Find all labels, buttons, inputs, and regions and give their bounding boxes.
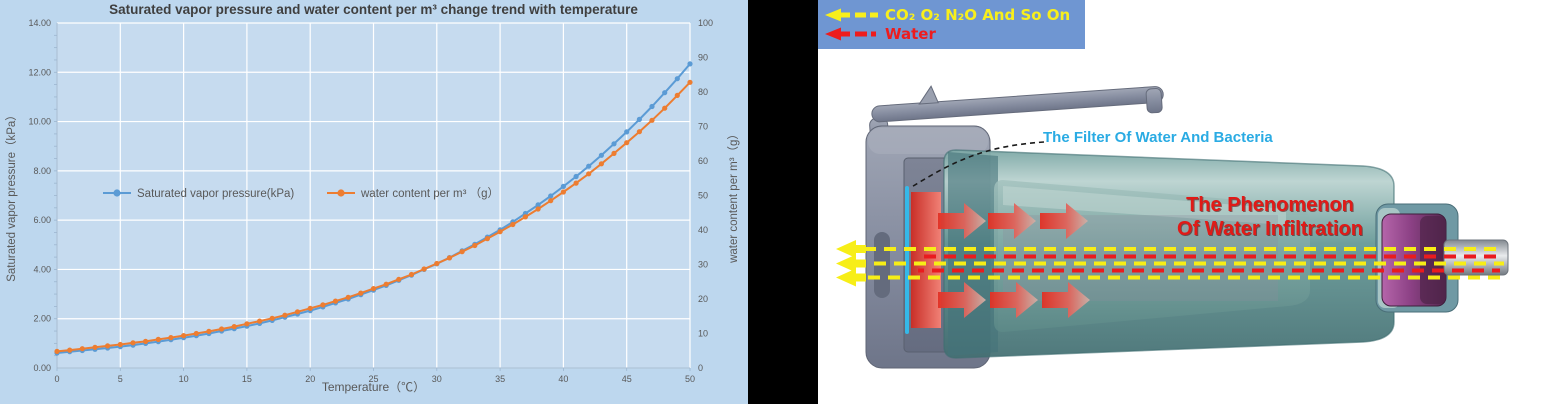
x-axis-tick: 45	[622, 374, 632, 384]
left-axis-tick: 14.00	[28, 18, 51, 28]
axes	[54, 23, 691, 371]
x-axis-tick: 25	[368, 374, 378, 384]
chart-legend-label: water content per m³ （g）	[360, 187, 499, 200]
chart-legend: Saturated vapor pressure(kPa) water conte…	[103, 187, 499, 200]
right-axis-tick: 80	[698, 87, 708, 97]
x-axis-tick: 20	[305, 374, 315, 384]
x-axis-tick: 40	[558, 374, 568, 384]
filter-label: The Filter Of Water And Bacteria	[1043, 129, 1273, 146]
water-infiltration-arrows	[938, 203, 1090, 318]
gridlines	[56, 22, 691, 369]
right-axis-tick: 100	[698, 18, 713, 28]
gas-outflow-arrowheads	[836, 240, 866, 287]
x-axis-title: Temperature（℃）	[322, 380, 425, 394]
inlet-red-zone	[911, 192, 941, 328]
phenomenon-label: The Phenomenon Of Water Infiltration	[1170, 194, 1370, 241]
device-teal-body	[943, 149, 1395, 359]
right-axis-tick: 50	[698, 191, 708, 201]
gas-dashed-arrow-icon	[825, 8, 878, 22]
water-dashed-arrow-icon	[825, 27, 876, 41]
legend-row-water: Water	[824, 25, 1079, 43]
left-axis-tick: 2.00	[33, 314, 51, 324]
x-axis-tick: 5	[118, 374, 123, 384]
vapor-chart: 0.00 2.00 4.00 6.00 8.00 10.00 12.00 14.00 0 10 20…	[5, 2, 740, 394]
right-axis-tick: 70	[698, 122, 708, 132]
x-axis-tick: 10	[179, 374, 189, 384]
right-axis-tick: 40	[698, 225, 708, 235]
chart-legend-label: Saturated vapor pressure(kPa)	[137, 188, 294, 200]
left-axis-tick: 6.00	[33, 215, 51, 225]
right-axis-tick: 10	[698, 329, 708, 339]
filter-label-leader	[909, 141, 1045, 189]
filter-diagram-panel: CO₂ O₂ N₂O And So On Water The Filter Of…	[818, 0, 1568, 404]
legend-row-gas: CO₂ O₂ N₂O And So On	[824, 6, 1079, 24]
axis-tick-labels: 0.00 2.00 4.00 6.00 8.00 10.00 12.00 14.00 0 10 20…	[28, 18, 713, 384]
right-axis-tick: 30	[698, 260, 708, 270]
x-axis-tick: 50	[685, 374, 695, 384]
left-axis-tick: 12.00	[28, 67, 51, 77]
vapor-chart-panel: 0.00 2.00 4.00 6.00 8.00 10.00 12.00 14.00 0 10 20…	[0, 0, 748, 404]
flow-dashed-lines	[836, 240, 1504, 287]
filter-membrane	[905, 186, 909, 334]
teal-collar	[948, 152, 998, 356]
left-axis-tick: 10.00	[28, 117, 51, 127]
chart-title: Saturated vapor pressure and water conte…	[109, 2, 638, 17]
left-axis-tick: 8.00	[33, 166, 51, 176]
series-markers-1	[54, 79, 693, 354]
phenomenon-line2: Of Water Infiltration	[1177, 217, 1363, 240]
left-axis-title: Saturated vapor pressure（kPa）	[5, 109, 18, 282]
right-axis-tick: 20	[698, 294, 708, 304]
legend-water-label: Water	[885, 25, 936, 43]
right-axis-tick: 0	[698, 363, 703, 373]
left-axis-tick: 4.00	[33, 264, 51, 274]
panel-divider	[748, 0, 818, 404]
left-axis-tick: 0.00	[33, 363, 51, 373]
phenomenon-line1: The Phenomenon	[1186, 194, 1354, 216]
filter-device-illustration	[836, 85, 1509, 369]
right-axis-title: water content per m³（g）	[727, 128, 740, 264]
legend-gas-label: CO₂ O₂ N₂O And So On	[885, 6, 1071, 24]
x-axis-tick: 0	[54, 374, 59, 384]
x-axis-tick: 30	[432, 374, 442, 384]
diagram-legend: CO₂ O₂ N₂O And So On Water	[818, 0, 1085, 49]
right-axis-tick: 60	[698, 156, 708, 166]
right-axis-tick: 90	[698, 53, 708, 63]
device-outlet	[1375, 203, 1509, 313]
x-axis-tick: 15	[242, 374, 252, 384]
x-axis-tick: 35	[495, 374, 505, 384]
